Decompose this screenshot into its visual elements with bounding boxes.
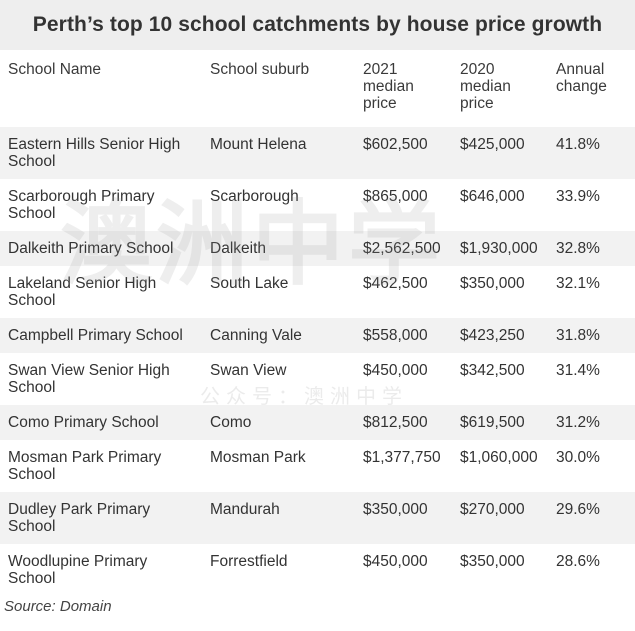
school-name-cell: Lakeland Senior High School	[8, 275, 157, 309]
school-name-cell: Dudley Park Primary School	[0, 492, 202, 544]
price-2021-cell: $2,562,500	[355, 231, 452, 266]
catchment-table: School Name School suburb 2021 median pr…	[0, 52, 635, 596]
price-2020-cell: $342,500	[460, 362, 525, 379]
price-2021-cell: $350,000	[355, 492, 452, 544]
annual-change-cell: 29.6%	[548, 492, 635, 544]
school-name-cell: Scarborough Primary School	[8, 188, 155, 222]
table-row: Campbell Primary School Canning Vale $55…	[0, 318, 635, 353]
header-annual-change: Annual change	[556, 61, 607, 95]
school-name-cell: Mosman Park Primary School	[8, 449, 162, 483]
header-school-suburb: School suburb	[210, 61, 310, 78]
table-row: Dudley Park Primary School Mandurah $350…	[0, 492, 635, 544]
price-2020-cell: $1,060,000	[460, 449, 538, 466]
school-name-cell: Como Primary School	[0, 405, 202, 440]
school-suburb-cell: Scarborough	[210, 188, 299, 205]
header-row: School Name School suburb 2021 median pr…	[0, 52, 635, 127]
table-row: Mosman Park Primary School Mosman Park $…	[0, 440, 635, 492]
price-2020-cell: $423,250	[452, 318, 548, 353]
price-2021-cell: $602,500	[355, 127, 452, 179]
price-2020-cell: $270,000	[452, 492, 548, 544]
school-suburb-cell: Mandurah	[202, 492, 355, 544]
school-suburb-cell: Forrestfield	[210, 553, 288, 570]
school-name-cell: Eastern Hills Senior High School	[0, 127, 202, 179]
price-2021-cell: $812,500	[355, 405, 452, 440]
annual-change-cell: 30.0%	[556, 449, 600, 466]
table-row: Dalkeith Primary School Dalkeith $2,562,…	[0, 231, 635, 266]
header-2020-median-price: 2020 median price	[460, 61, 511, 112]
price-2021-cell: $865,000	[363, 188, 428, 205]
price-2020-cell: $619,500	[452, 405, 548, 440]
price-2020-cell: $425,000	[452, 127, 548, 179]
school-suburb-cell: Swan View	[210, 362, 287, 379]
price-2021-cell: $1,377,750	[363, 449, 441, 466]
table-row: Scarborough Primary School Scarborough $…	[0, 179, 635, 231]
school-name-cell: Woodlupine Primary School	[8, 553, 148, 587]
price-2020-cell: $1,930,000	[452, 231, 548, 266]
school-suburb-cell: Mosman Park	[210, 449, 306, 466]
school-suburb-cell: Mount Helena	[202, 127, 355, 179]
annual-change-cell: 41.8%	[548, 127, 635, 179]
table-row: Eastern Hills Senior High School Mount H…	[0, 127, 635, 179]
price-2021-cell: $450,000	[363, 553, 428, 570]
price-2020-cell: $350,000	[460, 553, 525, 570]
annual-change-cell: 31.2%	[548, 405, 635, 440]
annual-change-cell: 28.6%	[556, 553, 600, 570]
price-2021-cell: $558,000	[355, 318, 452, 353]
price-2021-cell: $462,500	[363, 275, 428, 292]
table-row: Lakeland Senior High School South Lake $…	[0, 266, 635, 318]
source-note: Source: Domain	[4, 598, 112, 615]
annual-change-cell: 31.8%	[548, 318, 635, 353]
table-row: Woodlupine Primary School Forrestfield $…	[0, 544, 635, 596]
header-2021-median-price: 2021 median price	[363, 61, 414, 112]
table-row: Como Primary School Como $812,500 $619,5…	[0, 405, 635, 440]
annual-change-cell: 32.1%	[556, 275, 600, 292]
price-2020-cell: $646,000	[460, 188, 525, 205]
page-title: Perth’s top 10 school catchments by hous…	[32, 13, 603, 36]
school-suburb-cell: South Lake	[210, 275, 289, 292]
price-2021-cell: $450,000	[363, 362, 428, 379]
annual-change-cell: 32.8%	[548, 231, 635, 266]
annual-change-cell: 33.9%	[556, 188, 600, 205]
price-2020-cell: $350,000	[460, 275, 525, 292]
school-suburb-cell: Como	[202, 405, 355, 440]
school-suburb-cell: Dalkeith	[202, 231, 355, 266]
school-name-cell: Dalkeith Primary School	[0, 231, 202, 266]
school-name-cell: Campbell Primary School	[0, 318, 202, 353]
school-suburb-cell: Canning Vale	[202, 318, 355, 353]
table-row: Swan View Senior High School Swan View $…	[0, 353, 635, 405]
school-name-cell: Swan View Senior High School	[8, 362, 170, 396]
title-bar: Perth’s top 10 school catchments by hous…	[0, 0, 635, 50]
header-school-name: School Name	[8, 61, 102, 78]
annual-change-cell: 31.4%	[556, 362, 600, 379]
